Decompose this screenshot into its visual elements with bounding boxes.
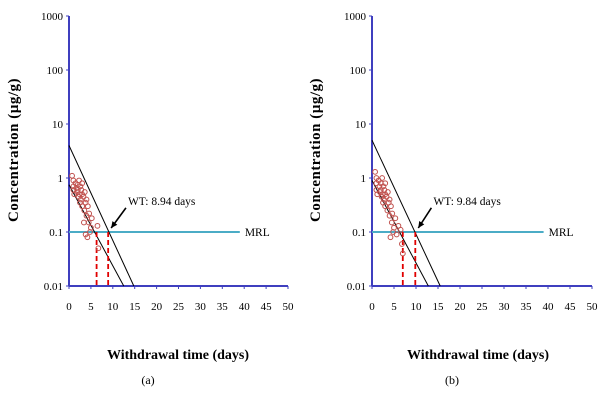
x-tick-label: 45: [565, 301, 577, 313]
x-tick-label: 5: [88, 301, 94, 313]
x-tick-label: 0: [66, 301, 72, 313]
x-tick-label: 40: [239, 301, 251, 313]
data-point: [79, 180, 86, 187]
x-tick-label: 30: [499, 301, 511, 313]
data-point: [372, 168, 378, 175]
data-point: [387, 234, 394, 241]
y-tick-label: 100: [350, 65, 367, 77]
data-point: [392, 215, 399, 222]
regression-line: [371, 140, 441, 287]
panel-label: (b): [445, 373, 459, 387]
x-tick-label: 50: [283, 301, 295, 313]
data-point: [88, 224, 94, 231]
x-tick-label: 0: [369, 301, 375, 313]
data-point: [382, 180, 389, 187]
data-point: [399, 241, 405, 247]
data-point: [380, 183, 387, 190]
x-tick-label: 15: [129, 301, 141, 313]
data-point: [393, 231, 400, 238]
x-tick-label: 10: [411, 301, 423, 313]
data-point: [386, 196, 393, 203]
withdrawal-time-annotation: WT: 8.94 days: [128, 196, 196, 208]
panel-a: Concentration (µg/g) Withdrawal time (da…: [6, 11, 294, 387]
panel-b: Concentration (µg/g) Withdrawal time (da…: [308, 11, 598, 387]
y-axis-label: Concentration (µg/g): [6, 78, 22, 222]
regression-line: [371, 180, 429, 287]
x-tick-label: 20: [151, 301, 163, 313]
y-tick-label: 1000: [41, 11, 64, 23]
x-tick-label: 10: [107, 301, 119, 313]
data-point: [384, 207, 391, 214]
x-tick-label: 25: [477, 301, 489, 313]
x-tick-label: 35: [217, 301, 229, 313]
x-tick-label: 25: [173, 301, 185, 313]
data-point: [399, 250, 406, 257]
data-point: [83, 196, 90, 203]
x-tick-label: 50: [587, 301, 599, 313]
y-tick-label: 10: [355, 119, 367, 131]
y-tick-label: 0.01: [44, 281, 63, 293]
data-point: [76, 177, 82, 184]
y-tick-label: 10: [52, 119, 64, 131]
data-point: [81, 207, 88, 214]
x-axis-label: Withdrawal time (days): [407, 348, 549, 363]
data-point: [84, 234, 91, 241]
data-point: [86, 210, 93, 217]
y-tick-label: 0.01: [347, 281, 366, 293]
x-tick-label: 35: [521, 301, 533, 313]
panel-label: (a): [141, 373, 154, 387]
mrl-label: MRL: [549, 227, 574, 239]
data-point: [80, 219, 87, 226]
data-point: [95, 245, 102, 252]
data-point: [388, 203, 394, 210]
y-tick-label: 0.1: [352, 227, 366, 239]
data-point: [397, 226, 404, 233]
data-point: [88, 215, 95, 222]
x-tick-label: 40: [543, 301, 555, 313]
x-tick-label: 20: [455, 301, 467, 313]
x-tick-label: 45: [261, 301, 273, 313]
y-tick-label: 1: [361, 173, 367, 185]
data-point: [84, 203, 91, 210]
data-point: [81, 189, 88, 195]
data-point: [388, 219, 395, 226]
wt-arrow-head: [418, 221, 425, 228]
regression-line: [68, 145, 135, 287]
y-tick-label: 1000: [344, 11, 367, 23]
y-tick-label: 100: [47, 65, 64, 77]
data-point: [379, 175, 386, 181]
y-tick-label: 1: [58, 173, 64, 185]
mrl-label: MRL: [245, 227, 270, 239]
y-tick-label: 0.1: [49, 227, 63, 239]
data-point: [376, 183, 383, 190]
data-point: [389, 210, 396, 217]
data-point: [77, 183, 84, 190]
x-tick-label: 15: [433, 301, 445, 313]
x-tick-label: 30: [195, 301, 207, 313]
y-axis-label: Concentration (µg/g): [308, 78, 324, 222]
data-point: [384, 189, 391, 195]
x-axis-label: Withdrawal time (days): [107, 348, 249, 363]
data-point: [94, 222, 101, 229]
withdrawal-time-annotation: WT: 9.84 days: [433, 196, 501, 208]
wt-arrow-head: [111, 221, 118, 228]
data-point: [69, 172, 75, 179]
x-tick-label: 5: [391, 301, 397, 313]
